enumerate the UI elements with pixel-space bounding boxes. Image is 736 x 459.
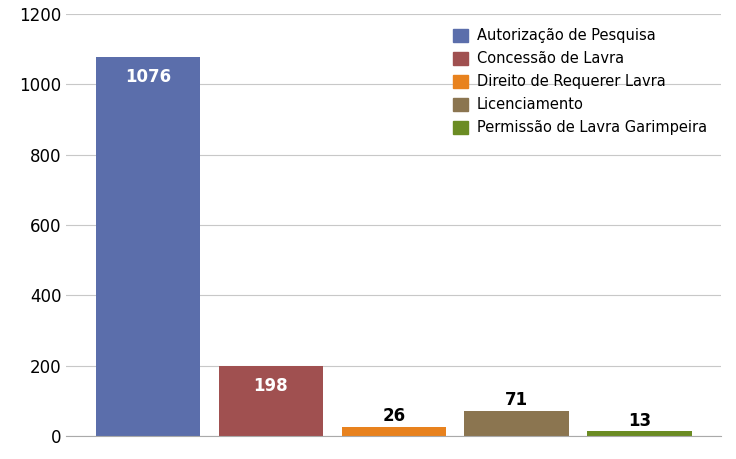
Bar <box>219 366 323 436</box>
Legend: Autorização de Pesquisa, Concessão de Lavra, Direito de Requerer Lavra, Licencia: Autorização de Pesquisa, Concessão de La… <box>446 21 714 143</box>
Bar <box>342 427 446 436</box>
Text: 198: 198 <box>254 377 289 395</box>
Bar <box>464 411 569 436</box>
Bar <box>96 57 200 436</box>
Bar <box>587 431 692 436</box>
Text: 71: 71 <box>505 392 528 409</box>
Text: 26: 26 <box>382 407 406 425</box>
Text: 1076: 1076 <box>125 68 171 86</box>
Text: 13: 13 <box>628 412 651 430</box>
